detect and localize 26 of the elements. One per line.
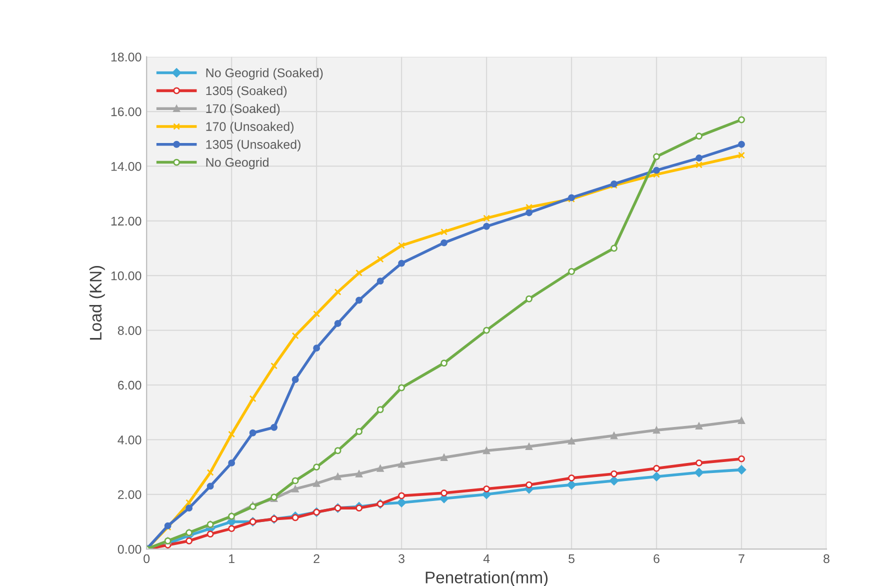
y-tick-label: 6.00 [118, 380, 142, 390]
legend-label: No Geogrid [206, 158, 268, 170]
legend-label: 170 (Soaked) [206, 104, 280, 116]
y-tick-label: 0.00 [118, 544, 142, 554]
x-tick-label: 6 [654, 554, 660, 564]
legend-label: 1305 (Unsoaked) [206, 140, 300, 152]
x-tick-label: 5 [568, 554, 574, 564]
y-tick-label: 4.00 [118, 435, 142, 444]
legend-label: 1305 (Soaked) [206, 86, 287, 98]
x-tick-label: 1 [229, 554, 234, 563]
y-tick-label: 8.00 [118, 326, 142, 335]
x-tick-label: 0 [144, 554, 150, 564]
legend-label: No Geogrid (Soaked) [206, 68, 323, 80]
y-axis-title: Load (KN) [89, 266, 105, 340]
x-tick-label: 3 [398, 554, 404, 564]
x-tick-label: 8 [824, 554, 830, 564]
x-tick-label: 7 [738, 554, 744, 563]
y-tick-label: 18.00 [111, 52, 142, 62]
legend-label: 170 (Unsoaked) [206, 122, 294, 134]
x-tick-label: 2 [314, 554, 320, 563]
x-tick-label: 4 [483, 554, 490, 563]
y-tick-label: 10.00 [111, 271, 142, 280]
y-tick-label: 16.00 [111, 107, 142, 116]
y-tick-label: 12.00 [111, 216, 142, 226]
y-tick-label: 2.00 [118, 490, 142, 500]
y-tick-label: 14.00 [111, 162, 142, 171]
